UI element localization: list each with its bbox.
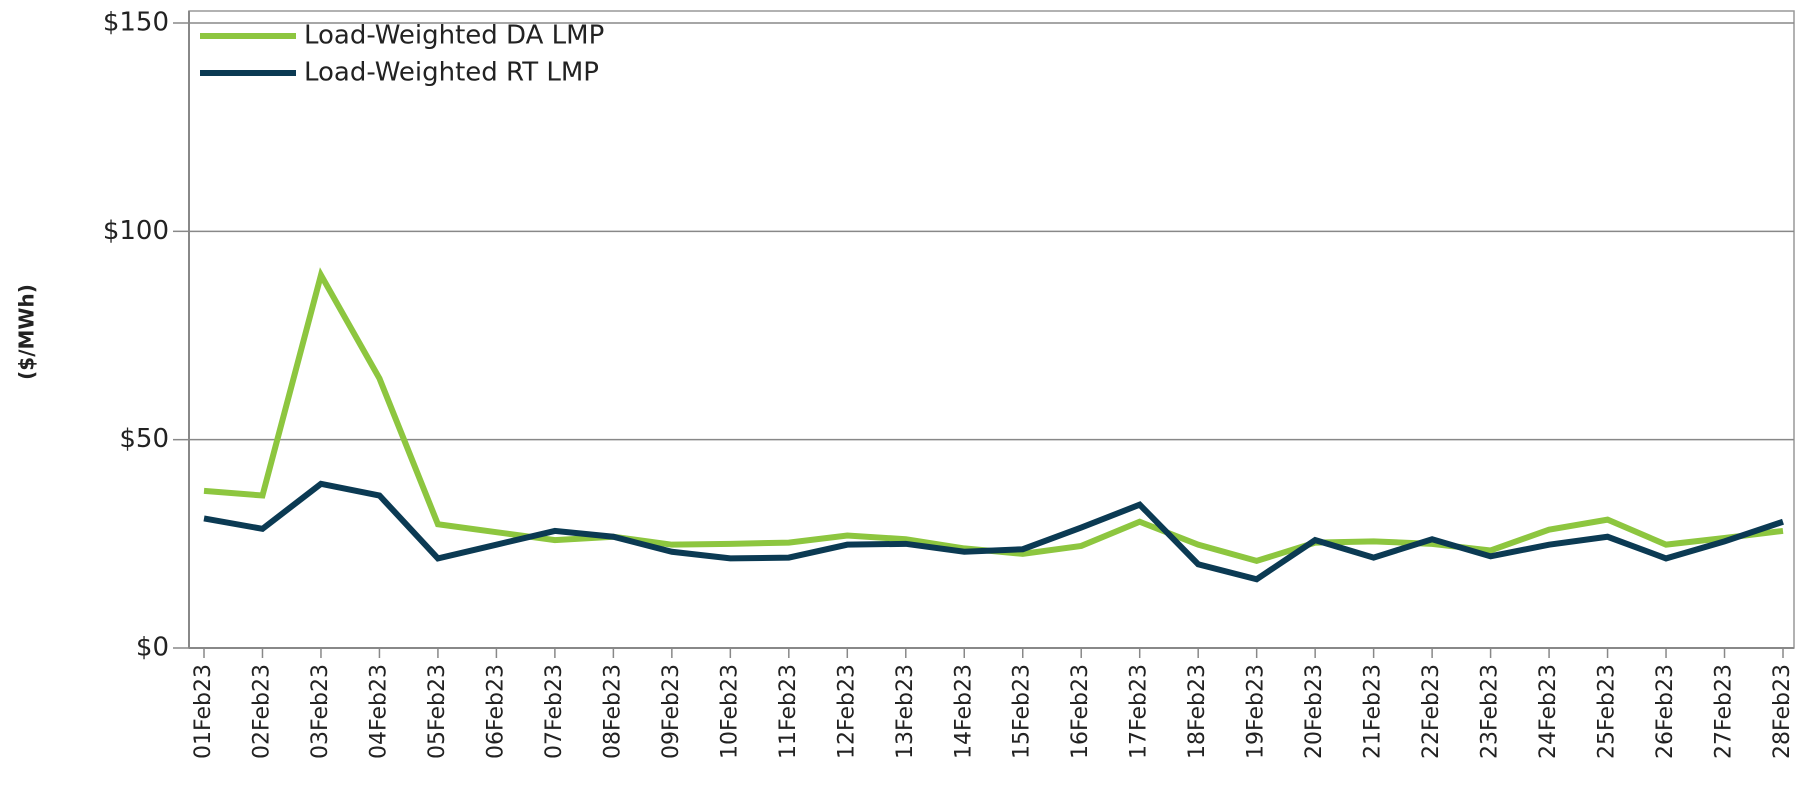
x-tick-label: 18Feb23 bbox=[1185, 664, 1210, 759]
x-tick-label: 26Feb23 bbox=[1653, 664, 1678, 759]
x-tick-label: 01Feb23 bbox=[191, 664, 216, 759]
x-tick-label: 08Feb23 bbox=[600, 664, 625, 759]
x-tick-label: 09Feb23 bbox=[659, 664, 684, 759]
x-tick-label: 22Feb23 bbox=[1419, 664, 1444, 759]
x-tick-label: 28Feb23 bbox=[1770, 664, 1795, 759]
x-tick-label: 12Feb23 bbox=[834, 664, 859, 759]
x-tick-label: 25Feb23 bbox=[1595, 664, 1620, 759]
series-line bbox=[203, 267, 1784, 565]
x-tick-label: 21Feb23 bbox=[1361, 664, 1386, 759]
x-tick-label: 17Feb23 bbox=[1127, 664, 1152, 759]
x-tick-label: 03Feb23 bbox=[308, 664, 333, 759]
y-axis-label: ($/MWh) bbox=[15, 284, 39, 380]
x-tick-label: 27Feb23 bbox=[1712, 664, 1737, 759]
x-tick-label: 02Feb23 bbox=[249, 664, 274, 759]
x-tick-label: 05Feb23 bbox=[425, 664, 450, 759]
x-tick-label: 20Feb23 bbox=[1302, 664, 1327, 759]
x-tick-label: 10Feb23 bbox=[717, 664, 742, 759]
x-tick-label: 06Feb23 bbox=[483, 664, 508, 759]
x-tick-label: 14Feb23 bbox=[951, 664, 976, 759]
legend-label: Load-Weighted RT LMP bbox=[304, 58, 599, 88]
y-tick-label: $0 bbox=[136, 633, 169, 663]
x-tick-label: 04Feb23 bbox=[366, 664, 391, 759]
x-tick-label: 15Feb23 bbox=[1010, 664, 1035, 759]
x-tick-label: 24Feb23 bbox=[1536, 664, 1561, 759]
y-tick-label: $100 bbox=[103, 216, 169, 246]
x-tick-label: 16Feb23 bbox=[1068, 664, 1093, 759]
legend-label: Load-Weighted DA LMP bbox=[304, 21, 604, 51]
x-tick-label: 19Feb23 bbox=[1244, 664, 1269, 759]
x-tick-label: 11Feb23 bbox=[776, 664, 801, 759]
y-tick-label: $150 bbox=[103, 8, 169, 38]
x-tick-label: 13Feb23 bbox=[893, 664, 918, 759]
series-line bbox=[203, 480, 1784, 583]
x-tick-label: 23Feb23 bbox=[1478, 664, 1503, 759]
x-tick-label: 07Feb23 bbox=[542, 664, 567, 759]
y-tick-label: $50 bbox=[119, 424, 169, 454]
